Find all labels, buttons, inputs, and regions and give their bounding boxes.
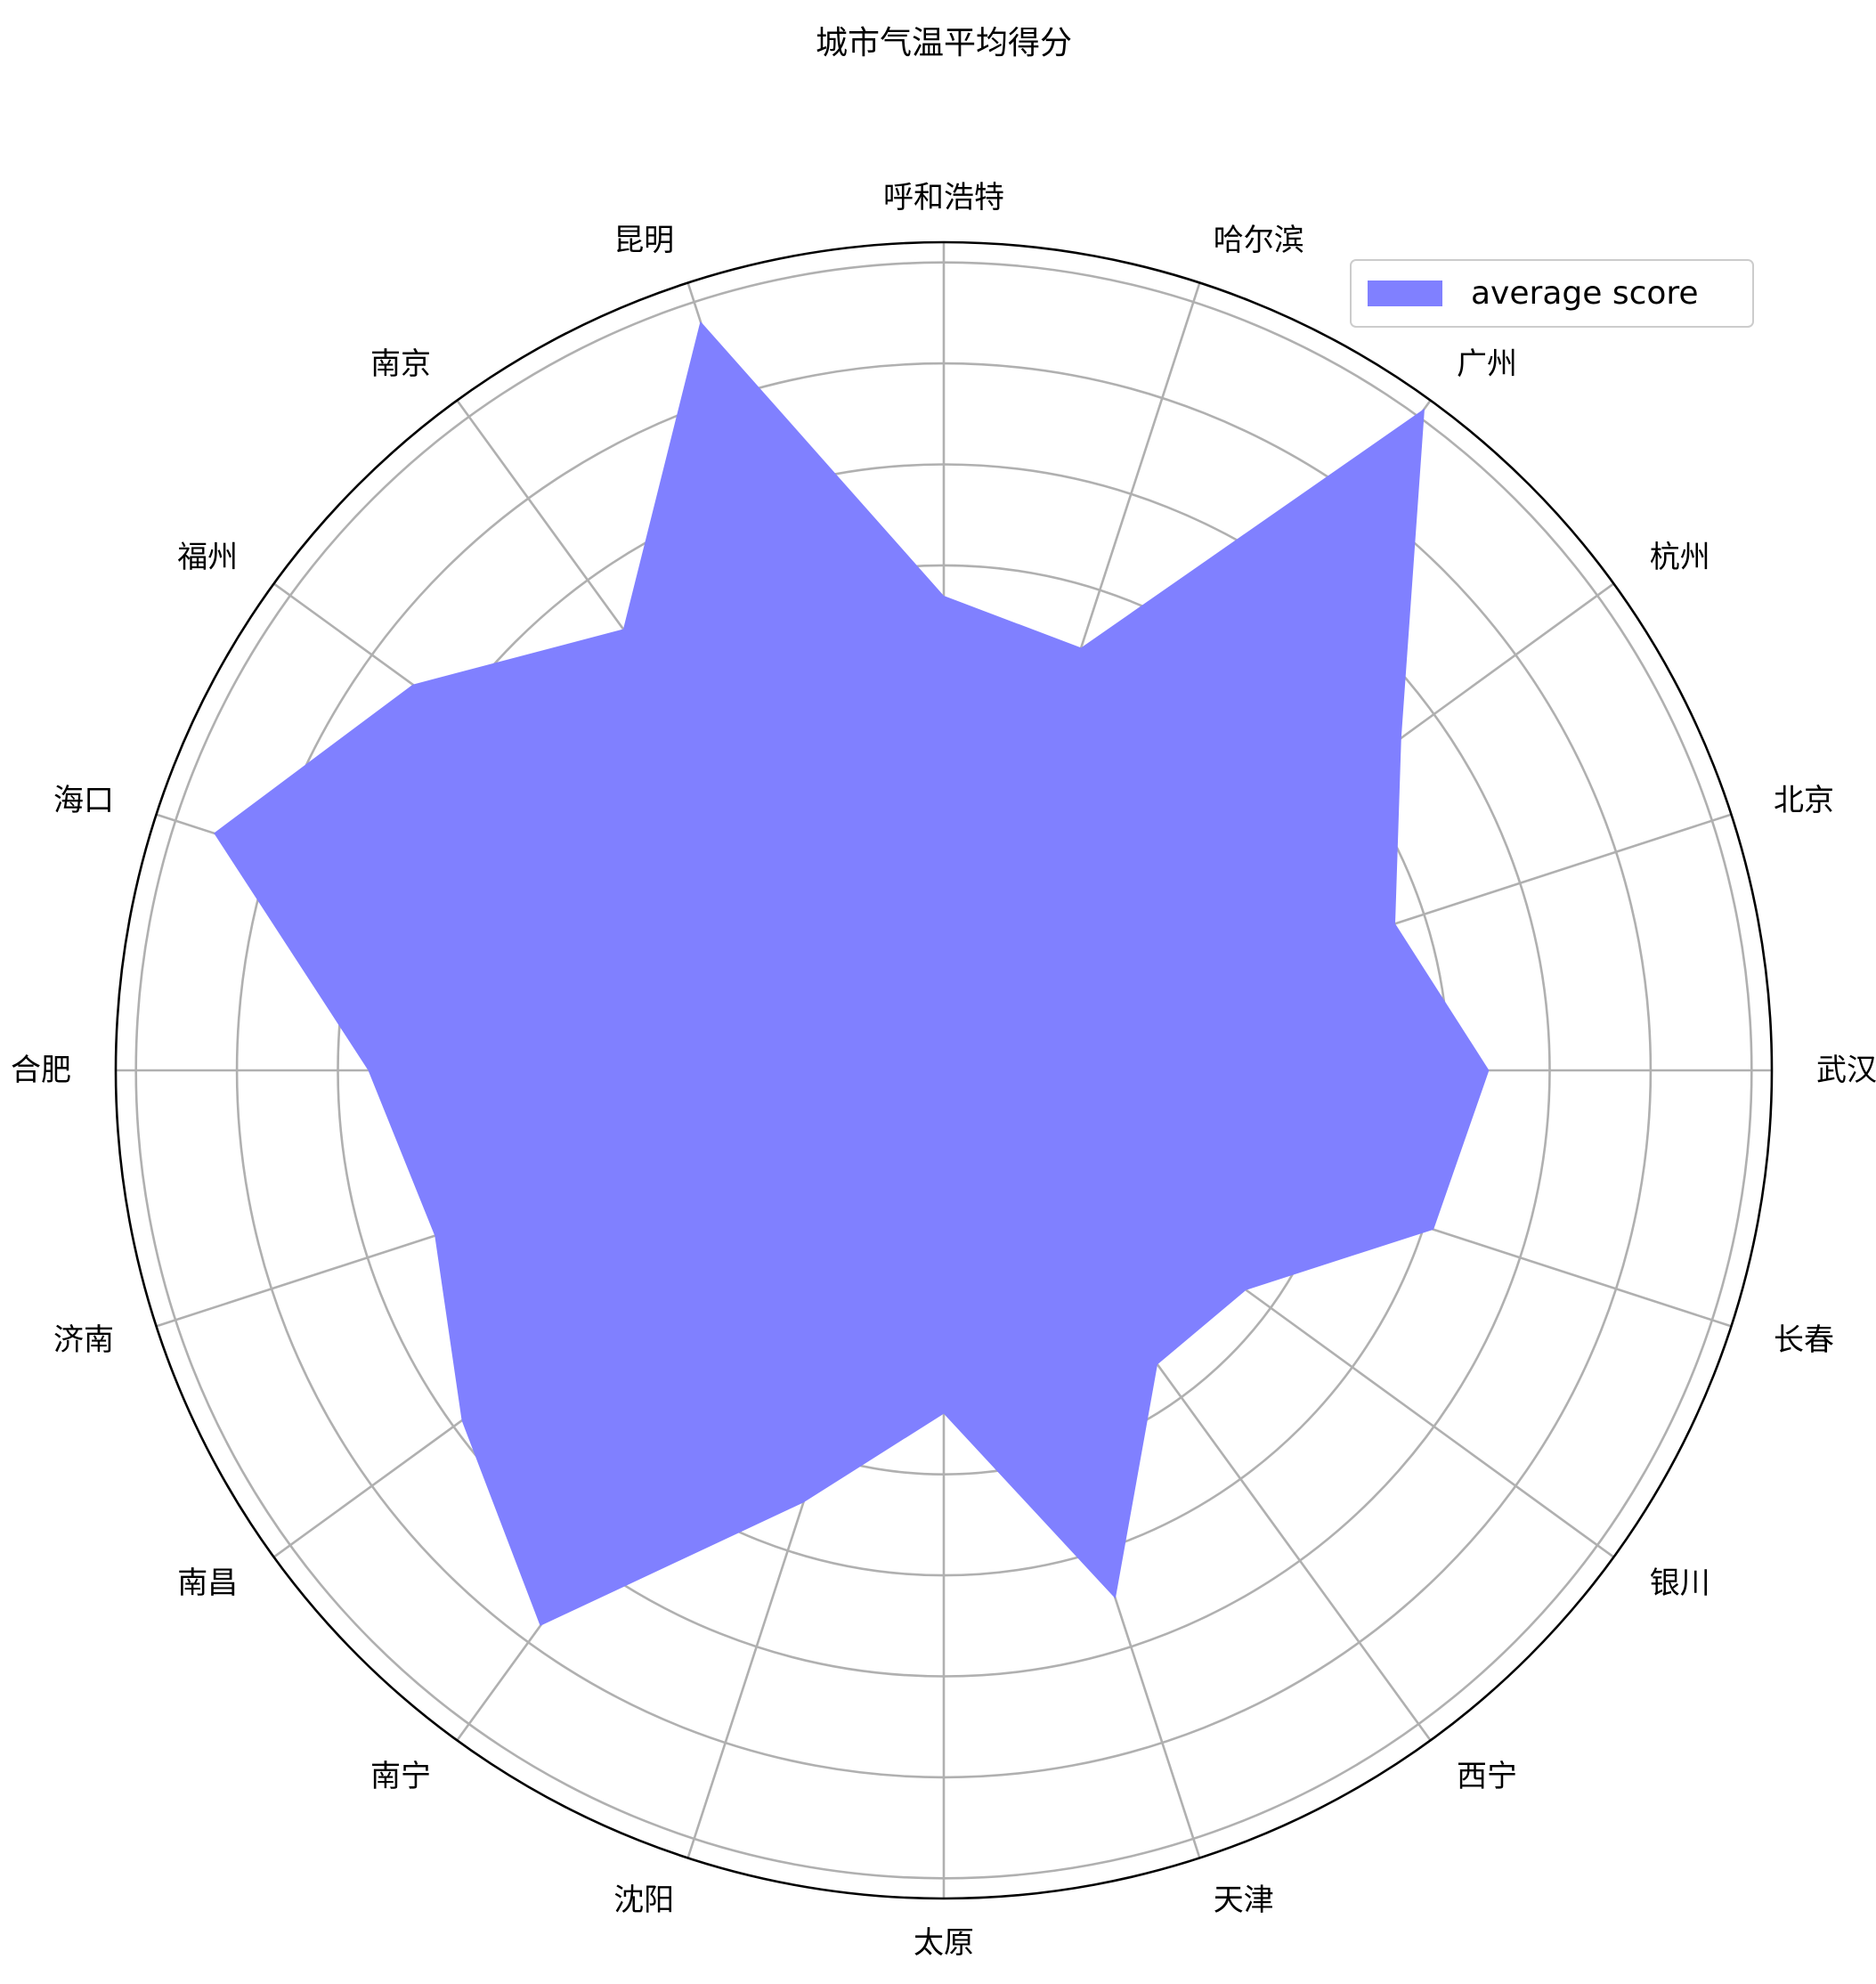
category-label-11: 合肥 (11, 1053, 71, 1088)
category-label-10: 海口 (53, 783, 114, 818)
category-label-15: 沈阳 (613, 1882, 674, 1918)
category-label-19: 银川 (1650, 1565, 1710, 1601)
series-area-1 (214, 321, 1490, 1626)
chart-title: 城市气温平均得分 (816, 25, 1072, 61)
category-label-8: 南京 (370, 346, 431, 382)
category-label-12: 济南 (53, 1322, 114, 1358)
category-label-18: 西宁 (1457, 1759, 1517, 1794)
category-label-9: 福州 (177, 540, 238, 575)
category-label-2: 北京 (1774, 783, 1834, 818)
category-label-6: 呼和浩特 (883, 180, 1004, 215)
category-label-3: 杭州 (1650, 540, 1710, 575)
category-label-13: 南昌 (177, 1565, 238, 1601)
legend: average score (1350, 259, 1754, 328)
legend-frame (1350, 259, 1754, 328)
category-label-7: 昆明 (613, 223, 674, 258)
legend-label: average score (1471, 275, 1699, 312)
category-label-20: 长春 (1774, 1322, 1834, 1358)
series-layer (214, 321, 1490, 1626)
category-label-17: 天津 (1214, 1882, 1274, 1918)
category-label-16: 太原 (914, 1925, 974, 1961)
category-label-5: 哈尔滨 (1214, 223, 1304, 258)
category-label-14: 南宁 (370, 1759, 431, 1794)
polar-frame (114, 240, 1774, 1900)
category-label-4: 广州 (1457, 346, 1517, 382)
category-label-1: 武汉 (1816, 1053, 1876, 1088)
legend-swatch (1368, 281, 1442, 306)
